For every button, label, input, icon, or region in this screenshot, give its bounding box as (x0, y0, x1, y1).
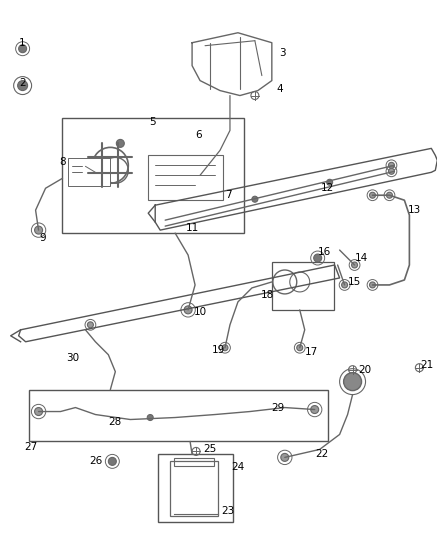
Bar (68, 158, 110, 186)
Text: 29: 29 (271, 402, 284, 413)
Circle shape (389, 168, 395, 174)
Bar (174, 458, 214, 466)
Bar (63, 118, 244, 233)
Circle shape (222, 345, 228, 351)
Bar (148, 155, 223, 200)
Text: 4: 4 (276, 84, 283, 94)
Text: 22: 22 (315, 449, 328, 459)
Text: 2: 2 (19, 78, 26, 87)
Text: 5: 5 (149, 117, 155, 127)
Circle shape (352, 262, 357, 268)
Circle shape (327, 179, 332, 185)
Circle shape (184, 306, 192, 314)
Text: 16: 16 (318, 247, 331, 257)
Text: 15: 15 (348, 277, 361, 287)
Circle shape (386, 192, 392, 198)
Text: 13: 13 (408, 205, 421, 215)
Text: 1: 1 (19, 38, 26, 48)
Text: 18: 18 (261, 290, 275, 300)
Circle shape (35, 226, 42, 234)
Circle shape (370, 192, 375, 198)
Text: 19: 19 (212, 345, 225, 355)
Circle shape (108, 457, 117, 465)
Bar (170, 462, 218, 516)
Text: 7: 7 (225, 190, 231, 200)
Circle shape (35, 408, 42, 416)
Text: 14: 14 (355, 253, 368, 263)
Bar (158, 455, 233, 522)
Text: 21: 21 (421, 360, 434, 370)
Text: 11: 11 (185, 223, 199, 233)
Circle shape (297, 345, 303, 351)
Circle shape (370, 282, 375, 288)
Text: 8: 8 (59, 157, 66, 167)
Bar (28, 390, 328, 441)
Circle shape (311, 406, 319, 414)
Circle shape (343, 373, 361, 391)
Circle shape (19, 45, 27, 53)
Circle shape (117, 140, 124, 148)
Circle shape (389, 163, 395, 168)
Text: 23: 23 (221, 506, 235, 516)
Text: 24: 24 (231, 462, 244, 472)
Text: 20: 20 (358, 365, 371, 375)
Circle shape (147, 415, 153, 421)
Bar (272, 262, 334, 310)
Circle shape (252, 196, 258, 202)
Circle shape (88, 322, 93, 328)
Circle shape (314, 254, 321, 262)
Text: 30: 30 (66, 353, 79, 363)
Text: 6: 6 (195, 131, 201, 140)
Text: 25: 25 (203, 445, 217, 455)
Text: 10: 10 (194, 307, 207, 317)
Text: 12: 12 (321, 183, 334, 193)
Text: 9: 9 (39, 233, 46, 243)
Text: 17: 17 (305, 347, 318, 357)
Text: 27: 27 (24, 442, 37, 453)
Text: 3: 3 (279, 47, 286, 58)
Text: 28: 28 (109, 416, 122, 426)
Circle shape (18, 80, 28, 91)
Circle shape (281, 454, 289, 462)
Text: 26: 26 (89, 456, 102, 466)
Circle shape (342, 282, 348, 288)
